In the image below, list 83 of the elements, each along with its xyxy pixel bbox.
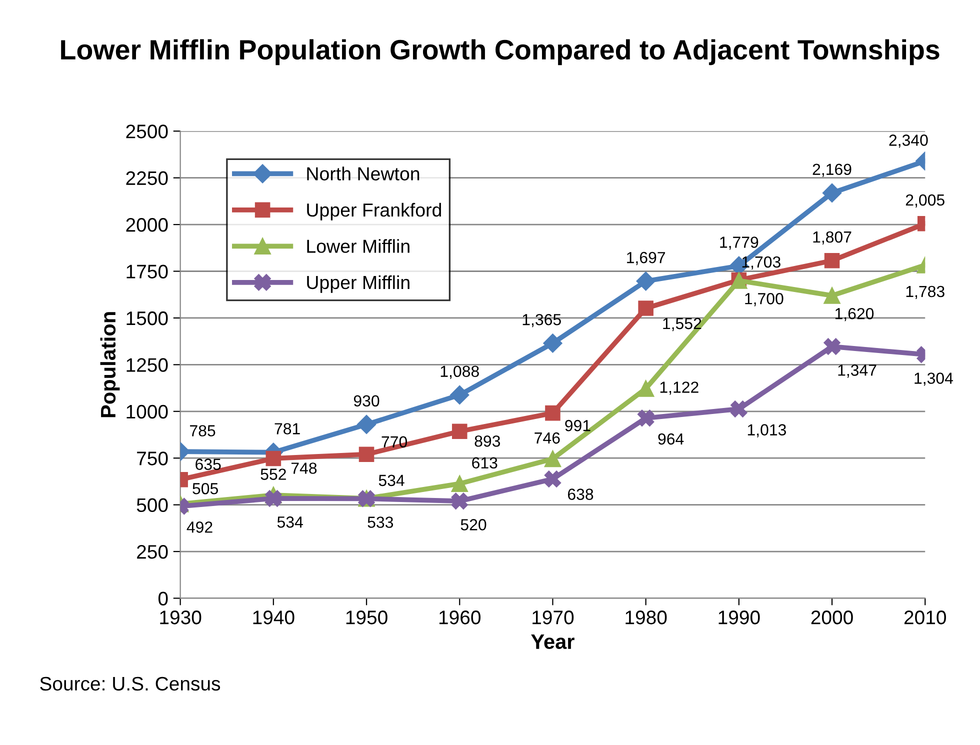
data-label: 520 xyxy=(460,519,486,530)
point xyxy=(451,492,468,510)
data-label: 1,700 xyxy=(745,293,784,306)
data-label: 534 xyxy=(277,516,303,528)
data-label: 1,347 xyxy=(838,364,876,378)
point xyxy=(450,385,470,404)
y-tick-label: 0 xyxy=(158,592,168,606)
point xyxy=(544,450,562,468)
data-label: 534 xyxy=(378,474,404,486)
point xyxy=(544,470,562,488)
point xyxy=(730,400,748,418)
point xyxy=(822,183,842,202)
data-label: 613 xyxy=(472,457,498,469)
data-label: 1,013 xyxy=(748,424,786,438)
data-label: 748 xyxy=(291,462,317,474)
x-tick-label: 1930 xyxy=(160,610,202,624)
data-label: 964 xyxy=(658,433,684,445)
y-tick-label: 1500 xyxy=(126,311,168,326)
y-tick-label: 1250 xyxy=(126,358,168,372)
data-label: 1,088 xyxy=(440,366,479,379)
x-tick-label: 1970 xyxy=(532,610,574,624)
data-label: 2,340 xyxy=(889,134,928,148)
data-label: 991 xyxy=(565,420,590,432)
source-note: Source: U.S. Census xyxy=(40,676,220,691)
data-label: 492 xyxy=(186,522,212,533)
x-tick-label: 2000 xyxy=(811,610,853,624)
point xyxy=(452,424,468,440)
data-label: 2,005 xyxy=(906,194,944,208)
data-label: 1,365 xyxy=(522,314,561,328)
point xyxy=(545,405,560,421)
y-tick-label: 1750 xyxy=(126,264,168,278)
data-label: 552 xyxy=(260,468,286,480)
data-label: 1,620 xyxy=(835,308,874,322)
y-tick-label: 250 xyxy=(137,544,168,559)
x-axis-title: Year xyxy=(531,634,574,650)
x-tick-label: 1980 xyxy=(626,610,667,624)
data-label: 893 xyxy=(474,435,500,447)
x-tick-label: 2010 xyxy=(904,610,946,624)
point xyxy=(636,272,656,291)
data-label: 1,783 xyxy=(906,286,944,300)
y-tick-label: 2500 xyxy=(126,124,168,138)
point xyxy=(824,252,840,268)
data-label: 781 xyxy=(274,423,300,434)
y-tick-label: 2250 xyxy=(126,171,168,186)
point xyxy=(358,446,374,462)
point xyxy=(356,414,376,434)
point xyxy=(451,475,468,492)
data-label: 770 xyxy=(382,436,407,448)
legend-label: Upper Frankford xyxy=(307,202,441,220)
data-label: 1,304 xyxy=(914,372,953,386)
data-label: 505 xyxy=(192,482,218,494)
data-label: 746 xyxy=(534,432,560,444)
point xyxy=(266,450,282,466)
point xyxy=(637,410,654,426)
point xyxy=(824,287,840,304)
data-label: 638 xyxy=(568,488,594,500)
y-tick-label: 750 xyxy=(137,452,168,466)
point xyxy=(543,334,562,353)
x-tick-label: 1940 xyxy=(253,610,294,624)
chart-title: Lower Mifflin Population Growth Compared to Adjacent Townships xyxy=(61,39,940,66)
data-label: 2,169 xyxy=(812,164,852,177)
data-label: 1,807 xyxy=(813,231,852,245)
y-axis-title: Population xyxy=(100,312,120,418)
point xyxy=(265,490,282,507)
data-label: 785 xyxy=(190,425,216,436)
x-tick-label: 1990 xyxy=(718,610,760,624)
y-tick-label: 1000 xyxy=(126,404,168,419)
legend-label: North Newton xyxy=(307,166,420,180)
legend-label: Upper Mifflin xyxy=(307,275,410,293)
data-label: 635 xyxy=(196,458,221,470)
x-tick-label: 1950 xyxy=(346,610,388,624)
point xyxy=(824,338,840,355)
data-label: 1,697 xyxy=(627,252,666,266)
data-label: 1,122 xyxy=(660,382,698,395)
y-tick-label: 2000 xyxy=(126,218,168,232)
point xyxy=(637,380,654,397)
data-label: 930 xyxy=(354,395,380,407)
y-tick-label: 500 xyxy=(136,498,168,512)
point xyxy=(638,300,654,316)
data-label: 533 xyxy=(368,516,394,528)
data-label: 1,779 xyxy=(720,236,758,250)
legend-label: Lower Mifflin xyxy=(307,239,410,253)
x-tick-label: 1960 xyxy=(439,610,480,624)
